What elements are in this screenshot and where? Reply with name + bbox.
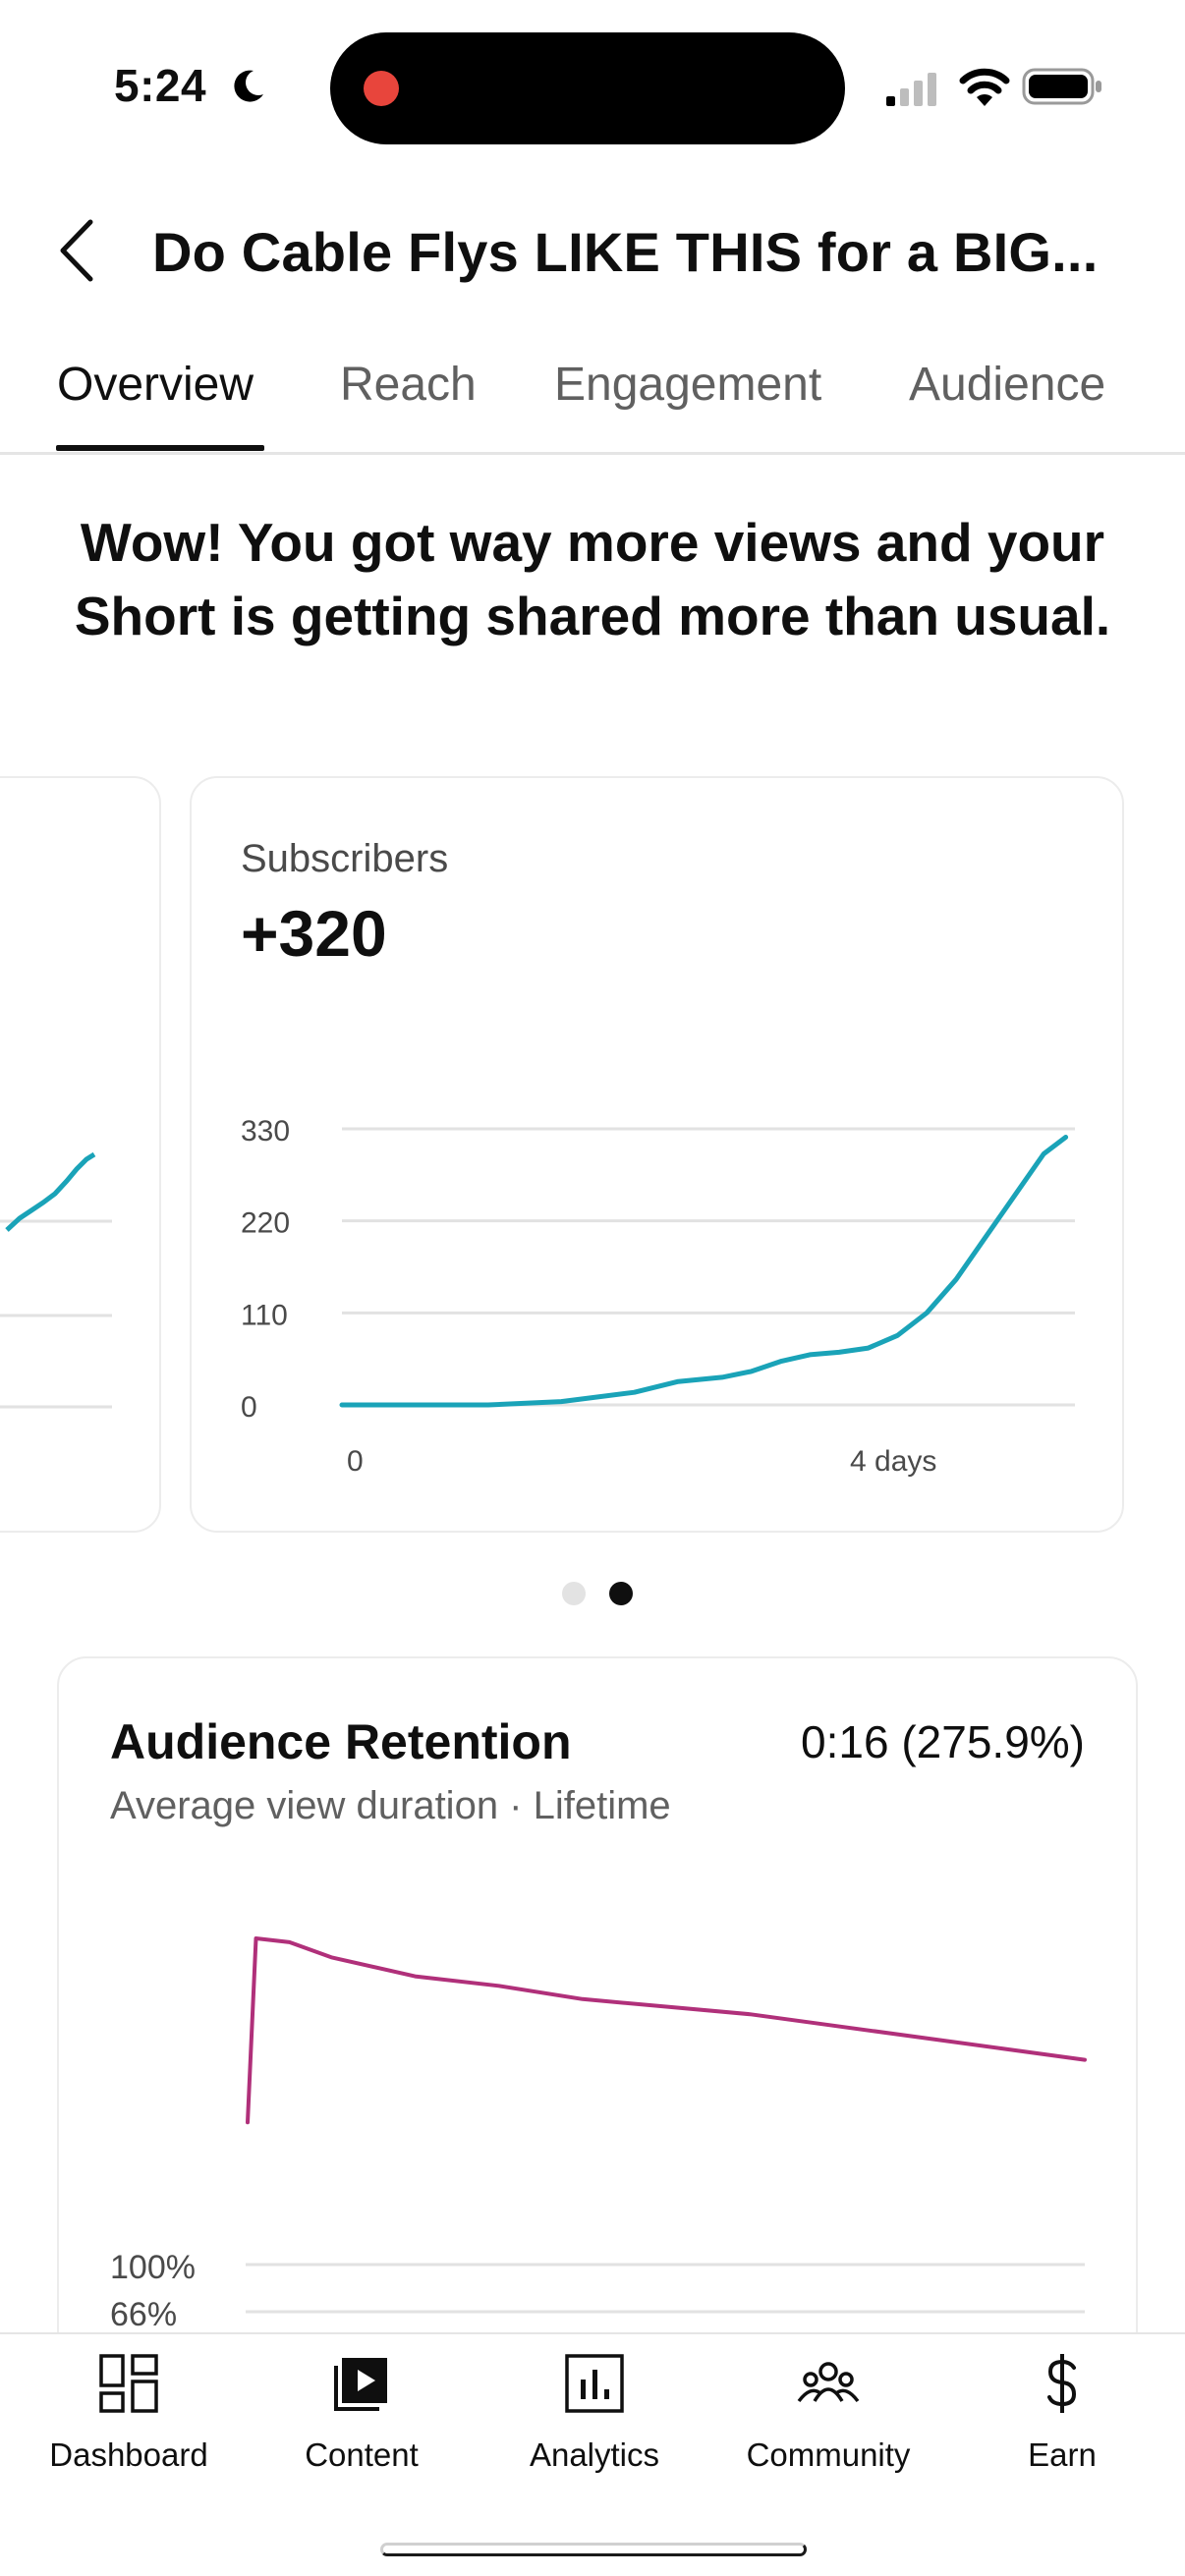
active-tab-indicator bbox=[56, 445, 264, 451]
back-icon[interactable] bbox=[51, 214, 110, 287]
earn-icon bbox=[1047, 2354, 1077, 2413]
nav-analytics[interactable]: Analytics bbox=[496, 2352, 693, 2480]
header: Do Cable Flys LIKE THIS for a BIG... bbox=[0, 196, 1185, 305]
bottom-navigation: Dashboard Content Analytics Community bbox=[0, 2332, 1185, 2576]
subscribers-value: +320 bbox=[241, 897, 387, 970]
y-tick-label: 110 bbox=[241, 1299, 288, 1331]
nav-content[interactable]: Content bbox=[263, 2352, 460, 2480]
previous-card-chart bbox=[0, 1151, 112, 1409]
carousel-dot-2[interactable] bbox=[609, 1582, 633, 1605]
wifi-icon bbox=[959, 68, 1010, 106]
y-tick-label: 100% bbox=[110, 2249, 196, 2286]
nav-community-label: Community bbox=[746, 2436, 911, 2473]
video-title: Do Cable Flys LIKE THIS for a BIG... bbox=[152, 221, 1099, 283]
nav-earn-label: Earn bbox=[1028, 2436, 1097, 2473]
nav-dashboard[interactable]: Dashboard bbox=[30, 2352, 227, 2480]
carousel-page-indicator bbox=[562, 1582, 641, 1611]
tab-audience[interactable]: Audience bbox=[909, 359, 1106, 411]
cellular-signal-icon bbox=[886, 73, 936, 106]
retention-series-line bbox=[246, 1936, 1087, 2125]
y-tick-label: 66% bbox=[110, 2296, 177, 2333]
dynamic-island bbox=[330, 32, 845, 144]
status-bar: 5:24 bbox=[0, 0, 1185, 167]
recording-indicator-icon bbox=[364, 71, 399, 106]
previous-metric-card[interactable] bbox=[0, 776, 161, 1533]
nav-analytics-label: Analytics bbox=[529, 2436, 660, 2473]
tab-overview[interactable]: Overview bbox=[57, 359, 254, 411]
carousel-dot-1[interactable] bbox=[562, 1582, 586, 1605]
subscribers-series-line bbox=[339, 1135, 1069, 1408]
analytics-tabs: Overview Reach Engagement Audience bbox=[0, 344, 1185, 455]
subscribers-chart: 330 220 110 0 0 4 days bbox=[241, 1115, 1075, 1478]
community-icon bbox=[797, 2362, 860, 2403]
retention-chart: 100% 66% bbox=[110, 1936, 1087, 2333]
content-icon bbox=[334, 2358, 387, 2411]
subscribers-label: Subscribers bbox=[241, 837, 449, 880]
y-tick-label: 220 bbox=[241, 1207, 290, 1240]
dashboard-icon bbox=[99, 2354, 158, 2413]
previous-card-series-line bbox=[5, 1151, 96, 1232]
nav-content-label: Content bbox=[305, 2436, 419, 2473]
tab-reach[interactable]: Reach bbox=[340, 359, 477, 411]
y-tick-label: 330 bbox=[241, 1115, 290, 1148]
y-tick-label: 0 bbox=[241, 1391, 257, 1424]
retention-subtitle: Average view duration · Lifetime bbox=[110, 1784, 671, 1827]
status-time: 5:24 bbox=[114, 60, 207, 111]
moon-icon bbox=[234, 70, 263, 102]
battery-icon bbox=[1022, 68, 1101, 105]
home-indicator[interactable] bbox=[380, 2543, 807, 2556]
analytics-icon bbox=[565, 2354, 624, 2413]
nav-earn[interactable]: Earn bbox=[964, 2352, 1160, 2480]
nav-dashboard-label: Dashboard bbox=[49, 2436, 208, 2473]
insight-headline: Wow! You got way more views and your Sho… bbox=[74, 512, 1111, 646]
retention-value: 0:16 (275.9%) bbox=[801, 1716, 1085, 1767]
subscribers-card[interactable]: Subscribers +320 330 220 110 0 0 4 days bbox=[190, 776, 1124, 1533]
nav-community[interactable]: Community bbox=[730, 2352, 927, 2480]
retention-title: Audience Retention bbox=[110, 1714, 572, 1769]
tab-engagement[interactable]: Engagement bbox=[554, 359, 822, 411]
x-tick-label: 4 days bbox=[850, 1445, 936, 1478]
x-tick-label: 0 bbox=[347, 1445, 364, 1478]
